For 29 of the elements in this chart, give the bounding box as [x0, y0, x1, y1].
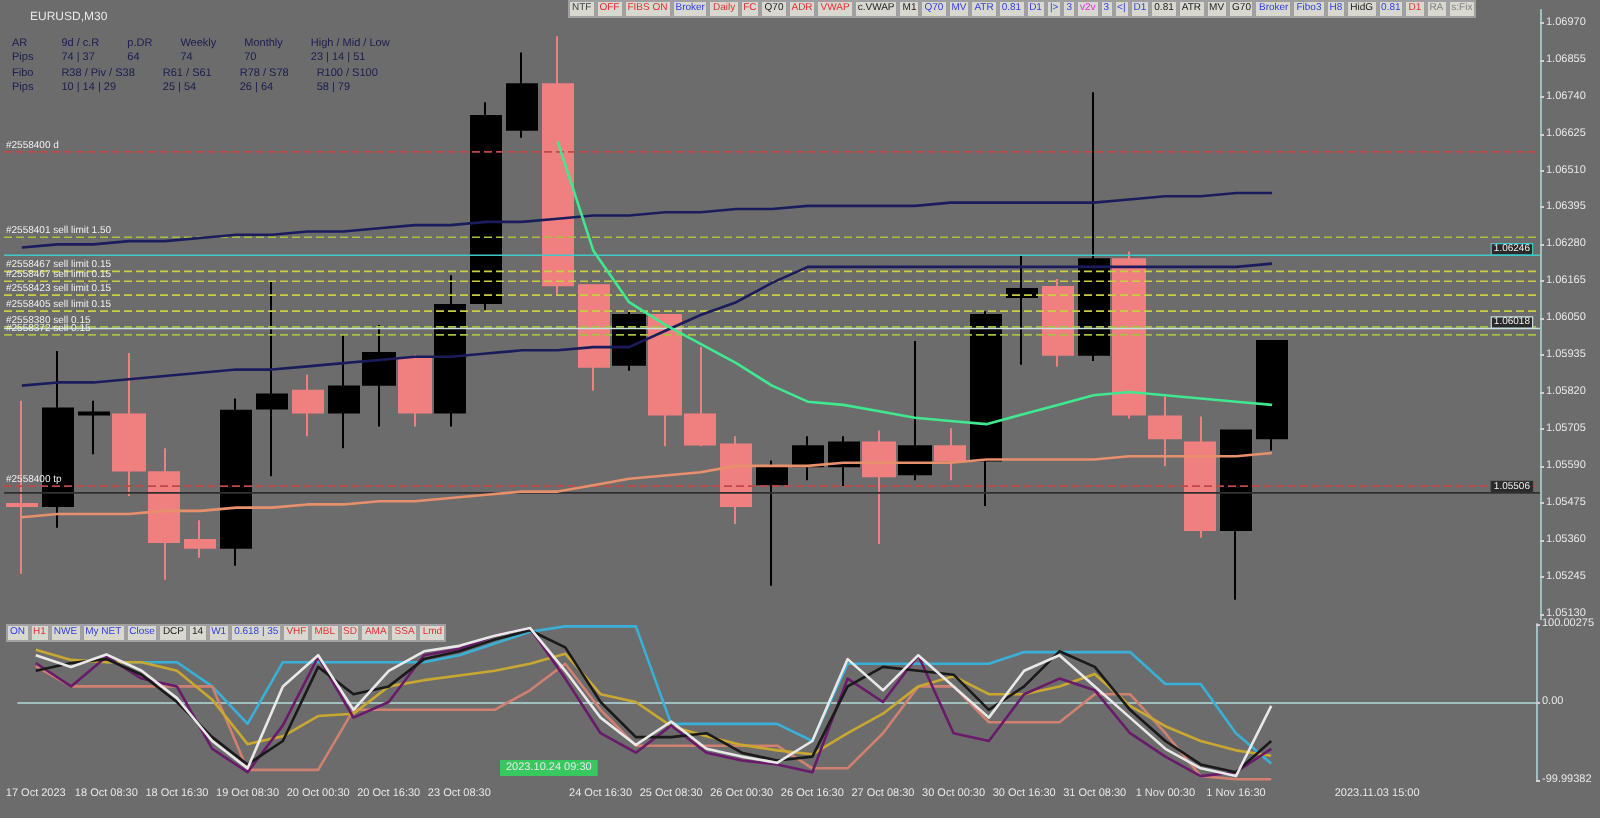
candlestick: [470, 101, 502, 313]
candlestick: [792, 435, 824, 482]
candlestick: [1006, 254, 1038, 366]
candlestick: [148, 447, 180, 581]
candlestick: [328, 333, 360, 450]
candlestick: [1184, 415, 1216, 539]
line-series: [34, 648, 1273, 758]
candlestick: [362, 323, 396, 428]
candlestick: [292, 373, 324, 438]
line-series: [34, 662, 1273, 781]
candlestick: [542, 35, 574, 297]
candlestick: [756, 459, 788, 587]
line-series: [556, 140, 1274, 426]
candlestick: [506, 51, 538, 139]
candlestick: [112, 351, 146, 498]
candlestick: [434, 274, 466, 428]
candlestick: [898, 340, 932, 482]
candlestick: [862, 429, 896, 545]
candlestick: [1220, 429, 1252, 601]
candlestick: [934, 427, 966, 482]
candlestick: [220, 397, 252, 567]
candlestick: [1078, 91, 1110, 362]
candlestick: [1042, 278, 1074, 368]
candlestick: [184, 519, 216, 559]
candlestick: [256, 280, 288, 478]
candlestick: [78, 399, 110, 456]
candlestick: [970, 310, 1002, 508]
candlestick: [1256, 340, 1288, 452]
candlestick: [398, 353, 432, 428]
